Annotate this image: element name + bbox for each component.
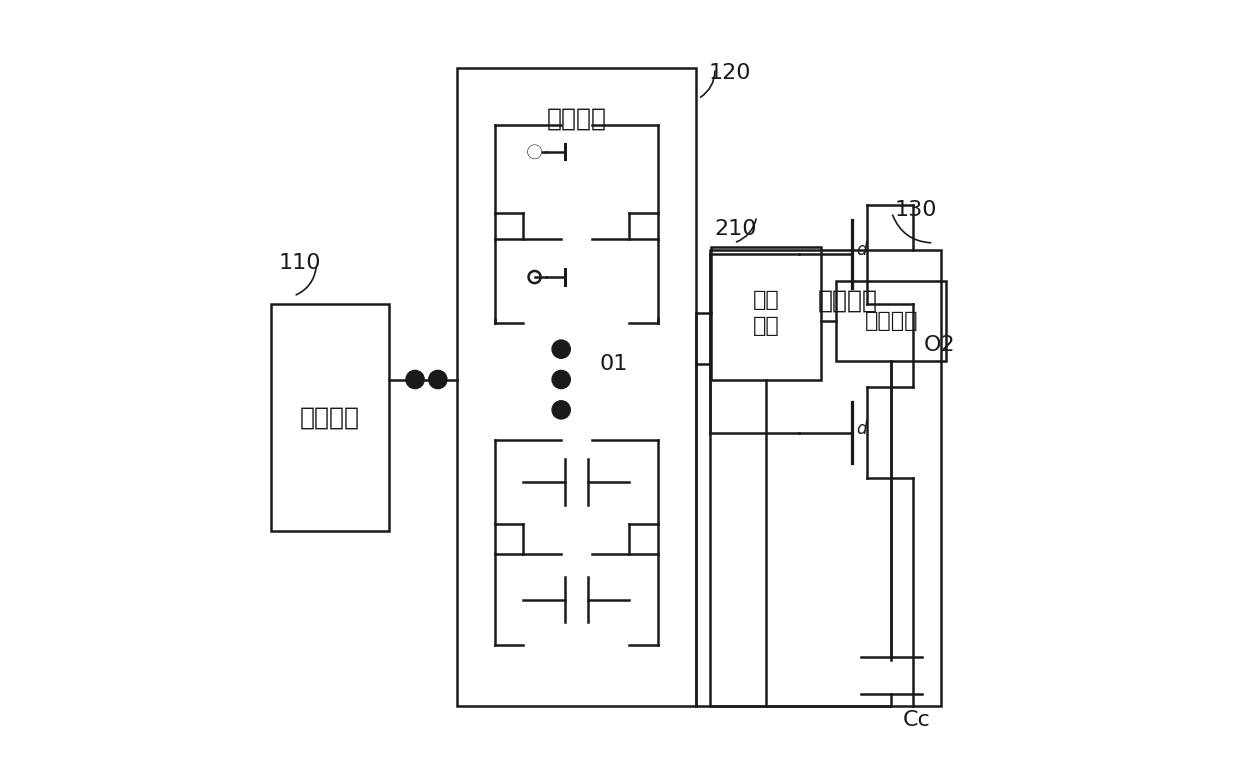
Bar (456, 68, 696, 706)
Text: d: d (856, 420, 867, 438)
Circle shape (528, 146, 541, 158)
Bar (836, 281, 946, 361)
Circle shape (405, 370, 424, 389)
Text: 偏置电源: 偏置电源 (864, 310, 918, 331)
Circle shape (552, 401, 570, 419)
Text: 输入电路: 输入电路 (300, 405, 360, 430)
Text: O2: O2 (924, 335, 956, 355)
Text: 增益电路: 增益电路 (547, 106, 606, 131)
Circle shape (552, 370, 570, 389)
Circle shape (429, 370, 446, 389)
Text: 120: 120 (709, 64, 751, 83)
Text: 110: 110 (279, 254, 321, 273)
Text: Cc: Cc (903, 710, 930, 729)
Text: 130: 130 (895, 200, 937, 220)
Text: 01: 01 (599, 354, 627, 374)
Circle shape (552, 340, 570, 358)
Text: d: d (856, 241, 867, 260)
Text: 210: 210 (715, 219, 758, 239)
Text: 偏置
电路: 偏置 电路 (753, 290, 780, 336)
Bar (709, 250, 941, 706)
Bar (270, 304, 388, 531)
Text: 输出电路: 输出电路 (818, 288, 878, 313)
Bar (711, 247, 821, 380)
